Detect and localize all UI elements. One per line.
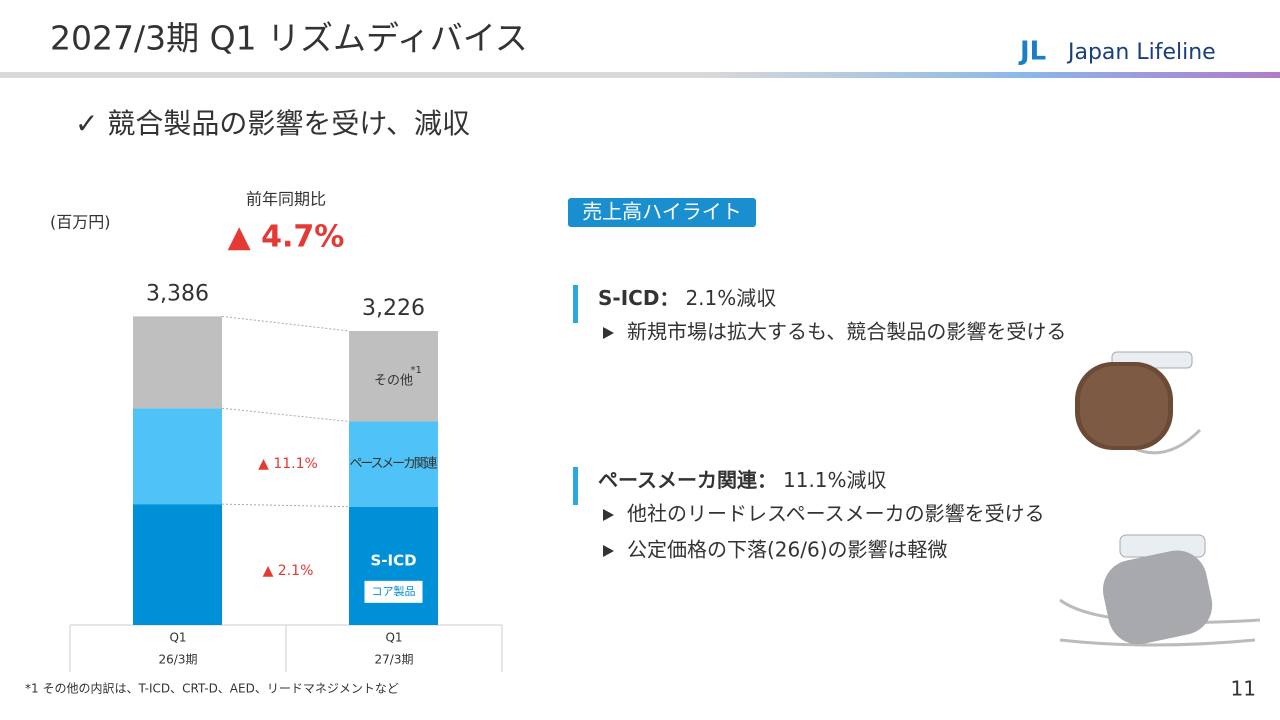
category-frame <box>69 624 503 672</box>
section-heading-name: S-ICD： <box>598 286 679 310</box>
bar-segment <box>133 316 222 409</box>
badge-text: 売上高ハイライト <box>582 200 742 224</box>
total-label: 3,386 <box>146 281 209 306</box>
x-tick-label: Q1 <box>169 631 186 645</box>
section-heading: ペースメーカ関連： 11.1%減収 <box>598 468 887 492</box>
total-label: 3,226 <box>362 296 425 321</box>
connector <box>221 503 350 508</box>
series-label: その他 <box>374 374 413 389</box>
x-tick-period: 26/3期 <box>159 653 198 667</box>
bar-segment <box>349 506 438 625</box>
section-heading-value: 2.1%減収 <box>685 286 776 310</box>
badge <box>568 198 756 227</box>
bar-segment <box>133 408 222 505</box>
logo-mark: JL <box>1018 37 1046 67</box>
unit-label: (百万円) <box>50 213 111 232</box>
bullet-text: 公定価格の下落(26/6)の影響は軽微 <box>627 538 948 562</box>
series-label: S-ICD <box>370 551 416 569</box>
series-tag: コア製品 <box>372 584 416 598</box>
series-label: ペースメーカ関連 <box>350 457 438 472</box>
bullet-marker <box>603 545 614 557</box>
connector <box>221 407 350 422</box>
bullet-text: 新規市場は拡大するも、競合製品の影響を受ける <box>627 320 1066 344</box>
logo-text: Japan Lifeline <box>1066 40 1216 65</box>
section-bar <box>573 285 578 323</box>
footnote: *1 その他の内訳は、T-ICD、CRT-D、AED、リードマネジメントなど <box>25 681 399 696</box>
note-mark: *1 <box>411 365 422 376</box>
change-label: ▲ 2.1% <box>263 563 314 579</box>
total-change: ▲ 4.7% <box>228 220 345 255</box>
x-tick-label: Q1 <box>385 631 402 645</box>
change-caption: 前年同期比 <box>246 190 326 209</box>
bar-segment <box>349 330 438 422</box>
page-number: 11 <box>1231 677 1256 701</box>
device-pacemaker <box>1059 534 1261 647</box>
change-label: ▲ 11.1% <box>258 456 318 472</box>
section-heading-value: 11.1%減収 <box>783 468 887 492</box>
bullet-text: 他社のリードレスペースメーカの影響を受ける <box>627 502 1045 526</box>
device-sicd <box>1075 351 1202 455</box>
bullet-marker <box>603 327 614 339</box>
x-tick-period: 27/3期 <box>375 653 414 667</box>
tag-box <box>364 580 423 603</box>
bar-segment <box>349 421 438 507</box>
headline: ✓ 競合製品の影響を受け、減収 <box>75 107 470 140</box>
section-heading: S-ICD： 2.1%減収 <box>598 286 776 310</box>
section-bar <box>573 467 578 505</box>
header-rule <box>0 72 1280 78</box>
bullet-marker <box>603 509 614 521</box>
bar-segment <box>133 504 222 625</box>
slide-title: 2027/3期 Q1 リズムディバイス <box>50 19 528 58</box>
section-heading-name: ペースメーカ関連： <box>598 468 777 492</box>
connector <box>221 315 350 332</box>
